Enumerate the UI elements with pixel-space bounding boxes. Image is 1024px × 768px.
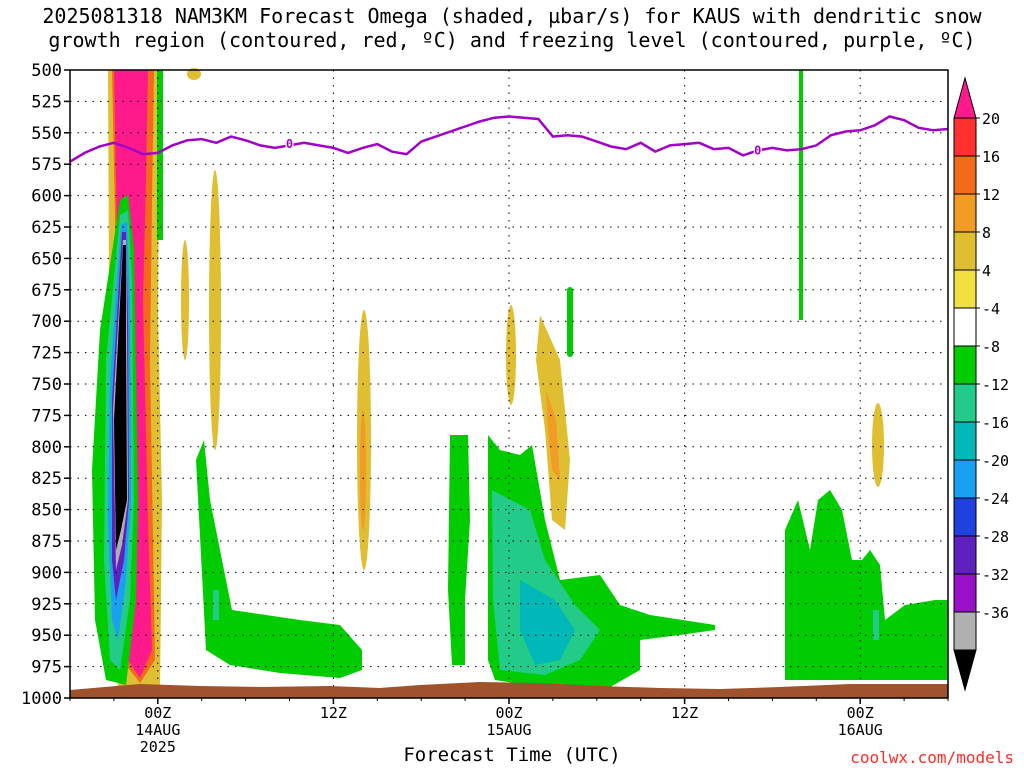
- x-axis-title: Forecast Time (UTC): [403, 744, 621, 766]
- y-tick-label: 675: [31, 281, 62, 301]
- yellow-cap: [187, 68, 201, 80]
- y-tick-label: 500: [31, 61, 62, 81]
- colorbar-segment: [953, 193, 977, 233]
- colorbar-segment: [953, 231, 977, 271]
- title-line-1: 2025081318 NAM3KM Forecast Omega (shaded…: [42, 4, 982, 28]
- yellow-plume-4: [506, 305, 516, 405]
- colorbar-label: -20: [982, 452, 1009, 470]
- x-tick-year: 2025: [140, 738, 176, 756]
- y-tick-label: 650: [31, 249, 62, 269]
- orange-plume-5: [546, 390, 560, 480]
- green-speck-2: [567, 287, 573, 357]
- orange-plume-3: [360, 410, 366, 530]
- colorbar-segment: [953, 345, 977, 385]
- y-tick-label: 775: [31, 406, 62, 426]
- colorbar-label: 16: [982, 148, 1000, 166]
- colorbar-label: 12: [982, 186, 1000, 204]
- y-tick-label: 925: [31, 595, 62, 615]
- y-tick-label: 725: [31, 344, 62, 364]
- colorbar-segment: [953, 421, 977, 461]
- colorbar-segment: [953, 573, 977, 613]
- colorbar-segment: [953, 383, 977, 423]
- x-tick-label: 00Z: [495, 704, 522, 722]
- y-tick-label: 1000: [21, 689, 62, 709]
- y-tick-label: 550: [31, 124, 62, 144]
- yellow-plume-6: [872, 403, 884, 487]
- colorbar-label: -8: [982, 338, 1000, 356]
- y-tick-label: 950: [31, 626, 62, 646]
- y-tick-label: 975: [31, 658, 62, 678]
- ascent-cyan-3: [520, 580, 575, 665]
- colorbar-label: -24: [982, 490, 1009, 508]
- yellow-plume-1: [209, 170, 221, 450]
- freezing-label: 0: [754, 143, 761, 157]
- colorbar-label: -12: [982, 376, 1009, 394]
- colorbar-label: 20: [982, 110, 1000, 128]
- colorbar-label: 4: [982, 262, 991, 280]
- omega-shading: [92, 68, 948, 690]
- x-tick-label: 12Z: [320, 704, 347, 722]
- y-tick-label: 850: [31, 501, 62, 521]
- y-tick-label: 525: [31, 92, 62, 112]
- colorbar: 20 16 12 8 4 -4 -8 -12 -16 -20 -24 -28 -32 -36: [953, 76, 1009, 692]
- x-tick-date: 16AUG: [838, 721, 883, 739]
- freezing-label-bg: [753, 142, 762, 157]
- ground-strip: [70, 682, 948, 698]
- colorbar-segment: [953, 155, 977, 195]
- y-tick-label: 625: [31, 218, 62, 238]
- colorbar-segment: [953, 269, 977, 309]
- yellow-plume-2: [181, 240, 189, 360]
- colorbar-segment: [953, 117, 977, 157]
- teal-speck-4: [873, 610, 879, 640]
- y-tick-label: 875: [31, 532, 62, 552]
- colorbar-label: -16: [982, 414, 1009, 432]
- x-tick-label: 00Z: [144, 704, 171, 722]
- colorbar-segment: [953, 611, 977, 651]
- freezing-label: 0: [286, 137, 293, 151]
- x-tick-date: 14AUG: [135, 721, 180, 739]
- colorbar-label: 8: [982, 224, 991, 242]
- colorbar-label: -32: [982, 566, 1009, 584]
- colorbar-bottom-tip: [953, 649, 977, 692]
- colorbar-top-tip: [953, 76, 977, 119]
- ascent-green-1: [196, 440, 362, 678]
- freezing-label-bg: [285, 136, 294, 151]
- freezing-level-line: [69, 115, 949, 163]
- colorbar-label: -36: [982, 604, 1009, 622]
- x-tick-date: 15AUG: [486, 721, 531, 739]
- colorbar-segment: [953, 497, 977, 537]
- ascent-green-4: [785, 490, 948, 680]
- y-axis: 500 525 550 575 600 625 650 675 700 725 750 775 800 8…: [21, 61, 70, 709]
- ascent-green-2: [448, 435, 470, 665]
- y-tick-label: 800: [31, 438, 62, 458]
- y-tick-label: 750: [31, 375, 62, 395]
- colorbar-label: -4: [982, 300, 1000, 318]
- green-needle: [799, 70, 803, 320]
- teal-speck-1: [213, 590, 219, 620]
- x-tick-label: 12Z: [671, 704, 698, 722]
- chart-title: 2025081318 NAM3KM Forecast Omega (shaded…: [0, 4, 1024, 52]
- y-tick-label: 825: [31, 469, 62, 489]
- colorbar-segment: [953, 307, 977, 347]
- colorbar-segment: [953, 459, 977, 499]
- y-tick-label: 900: [31, 563, 62, 583]
- green-strip: [157, 70, 163, 240]
- x-tick-label: 00Z: [847, 704, 874, 722]
- colorbar-label: -28: [982, 528, 1009, 546]
- colorbar-segment: [953, 535, 977, 575]
- y-tick-label: 700: [31, 312, 62, 332]
- credit-link[interactable]: coolwx.com/models: [850, 748, 1014, 767]
- title-line-2: growth region (contoured, red, ºC) and f…: [48, 28, 976, 52]
- y-tick-label: 600: [31, 187, 62, 207]
- y-tick-label: 575: [31, 155, 62, 175]
